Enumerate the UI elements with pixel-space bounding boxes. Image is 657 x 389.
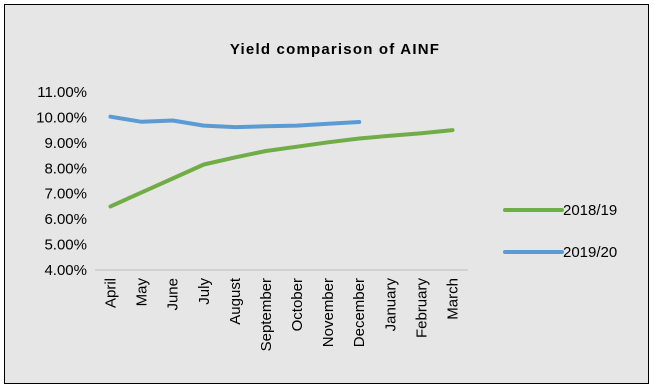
x-tick-label: January	[382, 278, 399, 332]
legend-label-2: 2019/20	[563, 244, 617, 261]
y-tick-label: 10.00%	[36, 109, 87, 126]
series-lines	[108, 114, 455, 209]
x-tick-label: April	[103, 278, 120, 308]
x-tick-label: October	[289, 278, 306, 331]
x-tick-label: February	[413, 278, 430, 339]
y-axis-ticks: 4.00% 5.00% 6.00% 7.00% 8.00% 9.00% 10.00% 11.0…	[36, 84, 87, 279]
y-tick-label: 11.00%	[37, 84, 87, 101]
x-tick-label: June	[165, 278, 182, 311]
series-line-1	[108, 128, 455, 209]
series-line-2	[108, 114, 362, 130]
chart-title: Yield comparison of AINF	[230, 41, 440, 58]
legend: 2018/19 2019/20	[503, 202, 617, 261]
x-tick-label: May	[134, 278, 151, 307]
x-tick-label: August	[227, 277, 244, 325]
y-tick-label: 7.00%	[44, 186, 87, 203]
y-tick-label: 4.00%	[44, 262, 87, 279]
y-tick-label: 6.00%	[44, 211, 87, 228]
y-tick-label: 8.00%	[44, 160, 87, 177]
legend-label-1: 2018/19	[563, 202, 617, 219]
x-tick-label: December	[351, 278, 368, 347]
x-tick-label: November	[320, 278, 337, 347]
x-tick-label: September	[258, 278, 275, 351]
line-chart: Yield comparison of AINF 4.00% 5.00% 6.00%…	[36, 41, 617, 351]
y-tick-label: 5.00%	[44, 237, 87, 254]
x-tick-label: March	[444, 278, 461, 320]
x-axis-ticks: April May June July August September October No…	[103, 277, 462, 351]
x-tick-label: July	[196, 278, 213, 305]
y-tick-label: 9.00%	[44, 135, 87, 152]
chart-area: Yield comparison of AINF 4.00% 5.00% 6.00%…	[4, 4, 649, 384]
